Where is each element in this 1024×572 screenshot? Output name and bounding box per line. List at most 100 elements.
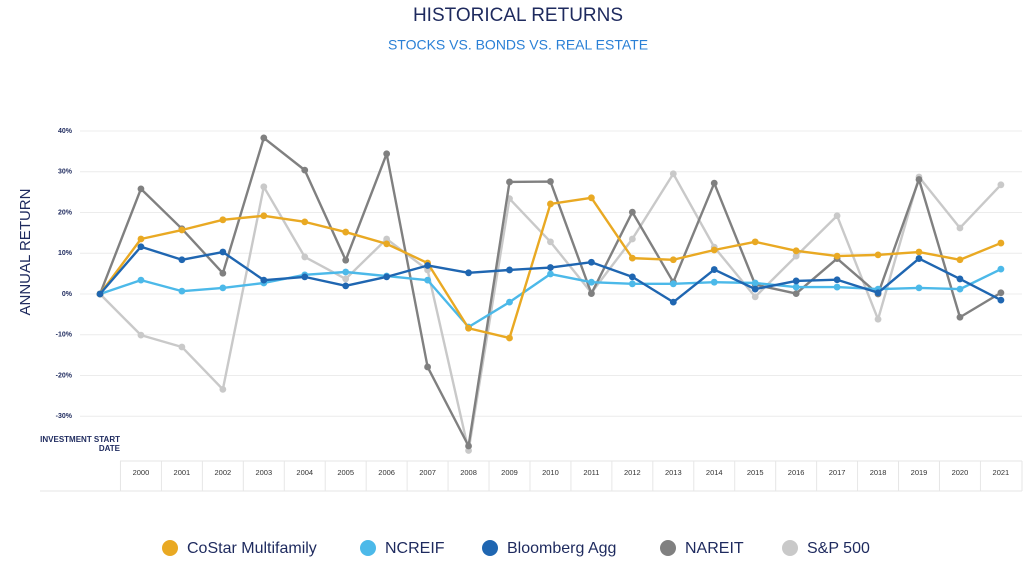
data-point xyxy=(628,235,636,243)
series-line xyxy=(99,172,1002,452)
data-point xyxy=(915,248,923,256)
y-axis-title: ANNUAL RETURN xyxy=(17,189,34,316)
x-tick-label: 2021 xyxy=(993,468,1010,477)
x-axis-title: INVESTMENT START DATE xyxy=(40,435,120,453)
x-tick-label: 2013 xyxy=(665,468,682,477)
data-point xyxy=(178,226,186,234)
x-tick-label: 2001 xyxy=(174,468,191,477)
data-point xyxy=(219,248,227,256)
chart-subtitle: STOCKS VS. BONDS VS. REAL ESTATE xyxy=(388,37,648,53)
x-tick-label: 2005 xyxy=(337,468,354,477)
legend-marker xyxy=(660,540,676,556)
data-point xyxy=(506,298,513,306)
data-point xyxy=(219,216,227,224)
legend-marker xyxy=(162,540,178,556)
data-point xyxy=(874,315,882,323)
data-point xyxy=(956,224,964,232)
x-tick-label: 2020 xyxy=(952,468,969,477)
data-point xyxy=(669,170,677,178)
data-point xyxy=(792,252,800,260)
data-point xyxy=(137,243,145,251)
data-point xyxy=(137,276,145,284)
data-point xyxy=(792,290,800,297)
data-point xyxy=(997,265,1005,273)
data-point xyxy=(997,289,1005,297)
data-point xyxy=(178,256,186,264)
data-point xyxy=(260,276,268,284)
y-tick-label: 0% xyxy=(62,291,73,298)
x-tick-label: 2006 xyxy=(378,468,395,477)
data-point xyxy=(628,254,636,262)
data-point xyxy=(137,185,145,193)
data-point xyxy=(956,275,964,283)
x-tick-label: 2003 xyxy=(255,468,272,477)
data-point xyxy=(219,269,227,277)
data-point xyxy=(260,134,268,142)
y-tick-label: -20% xyxy=(56,372,73,379)
data-point xyxy=(628,208,636,216)
data-point xyxy=(792,283,800,291)
y-tick-label: 40% xyxy=(58,128,73,135)
chart-title: HISTORICAL RETURNS xyxy=(413,5,623,26)
data-point xyxy=(301,253,309,261)
data-point xyxy=(874,251,882,259)
y-tick-label: 20% xyxy=(58,209,73,216)
x-tick-label: 2016 xyxy=(788,468,805,477)
data-point xyxy=(506,266,513,274)
x-tick-label: 2017 xyxy=(829,468,846,477)
data-point xyxy=(628,280,636,288)
data-point xyxy=(96,290,104,298)
data-point xyxy=(301,218,309,226)
data-point xyxy=(751,293,759,301)
data-point xyxy=(669,298,677,306)
data-point xyxy=(874,289,882,297)
data-point xyxy=(506,178,513,186)
legend-label: NAREIT xyxy=(685,540,744,557)
legend-label: S&P 500 xyxy=(807,540,870,557)
data-point xyxy=(833,212,841,220)
data-point xyxy=(710,278,718,286)
data-point xyxy=(219,385,227,393)
data-point xyxy=(465,269,472,277)
data-point xyxy=(588,278,595,286)
data-point xyxy=(628,273,636,281)
data-point xyxy=(137,235,145,243)
data-point xyxy=(833,283,841,291)
data-point xyxy=(547,238,554,246)
series-line xyxy=(99,268,1002,329)
legend-label: NCREIF xyxy=(385,540,445,557)
data-point xyxy=(915,284,923,292)
data-point xyxy=(424,363,431,371)
x-tick-label: 2008 xyxy=(460,468,477,477)
legend-marker xyxy=(482,540,498,556)
x-tick-label: 2010 xyxy=(542,468,559,477)
data-point xyxy=(547,264,554,271)
data-point xyxy=(751,279,759,287)
legend-label: Bloomberg Agg xyxy=(507,540,616,557)
x-axis-title-box: INVESTMENT START DATE xyxy=(40,435,120,453)
data-point xyxy=(547,270,554,278)
data-point xyxy=(997,181,1005,189)
data-point xyxy=(751,238,759,246)
data-point xyxy=(342,282,350,290)
data-point xyxy=(137,331,145,339)
data-point xyxy=(383,273,391,281)
legend-marker xyxy=(782,540,798,556)
x-tick-label: 2009 xyxy=(501,468,518,477)
data-point xyxy=(710,266,718,273)
data-point xyxy=(547,200,554,208)
data-point xyxy=(669,256,677,264)
data-point xyxy=(751,285,759,293)
data-point xyxy=(710,179,718,187)
y-tick-label: 30% xyxy=(58,169,73,176)
data-point xyxy=(342,256,350,264)
x-tick-label: 2002 xyxy=(215,468,232,477)
data-point xyxy=(833,252,841,260)
data-point xyxy=(956,313,964,321)
data-point xyxy=(588,194,595,202)
data-point xyxy=(997,296,1005,304)
x-tick-label: 2004 xyxy=(296,468,313,477)
data-point xyxy=(915,255,923,262)
x-tick-label: 2012 xyxy=(624,468,641,477)
